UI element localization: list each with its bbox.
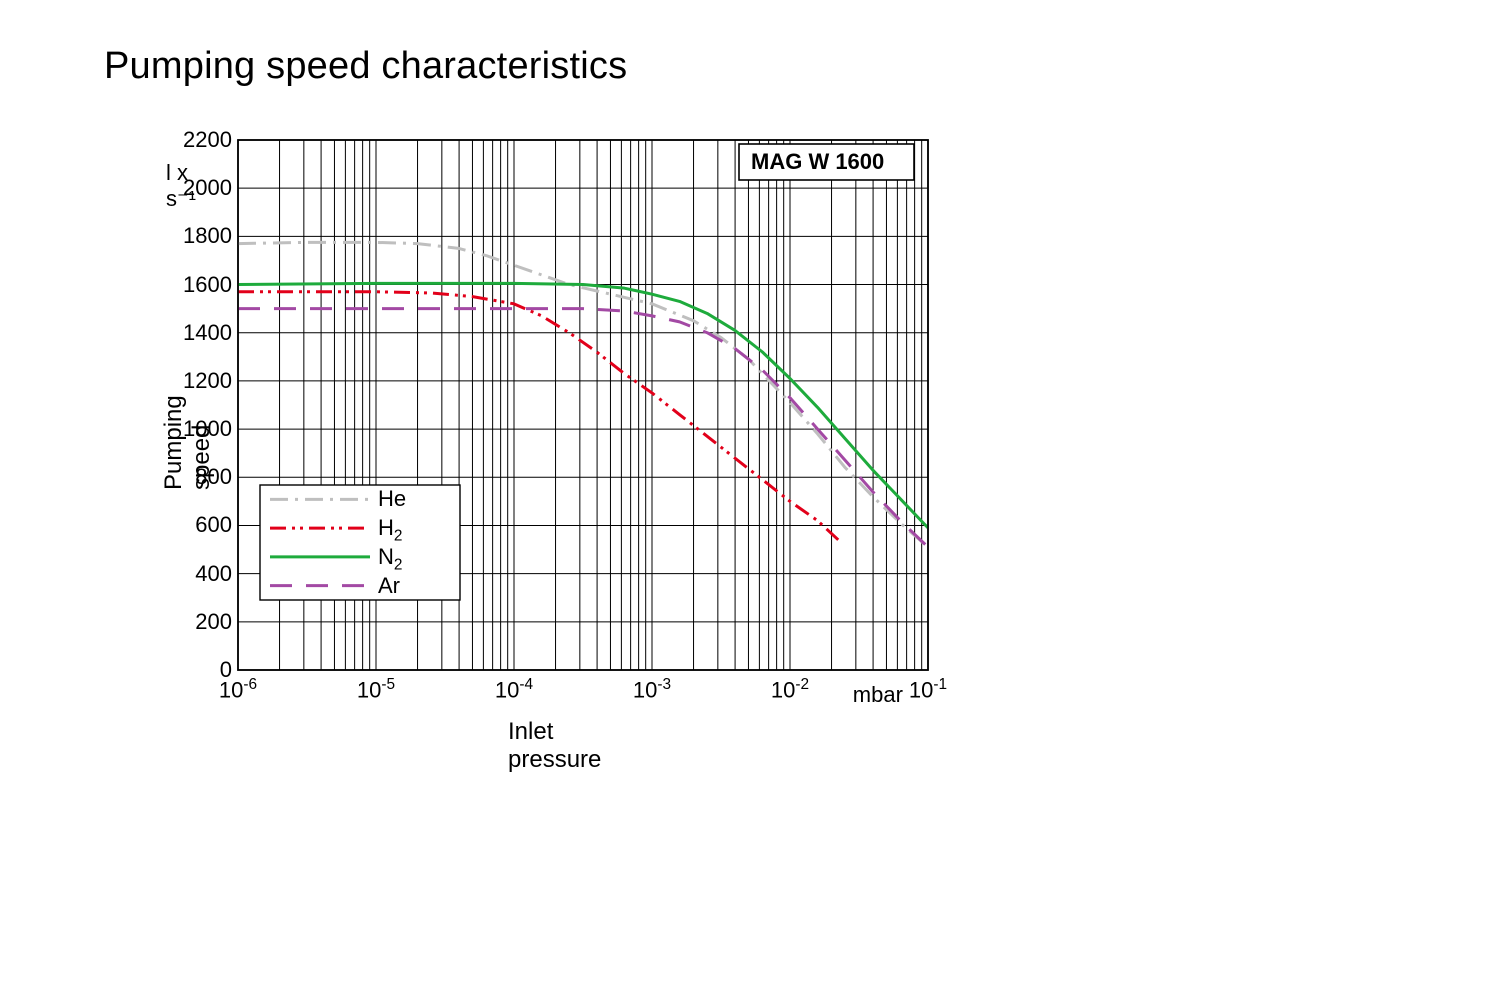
x-tick-label: 10-3 [617, 676, 687, 703]
y-tick-label: 1800 [172, 223, 232, 249]
x-tick-label: 10-4 [479, 676, 549, 703]
y-tick-label: 400 [172, 561, 232, 587]
x-tick-label: 10-6 [203, 676, 273, 703]
y-tick-label: 1000 [172, 416, 232, 442]
legend-label-n2: N2 [378, 544, 402, 574]
y-tick-label: 600 [172, 512, 232, 538]
legend-label-ar: Ar [378, 573, 400, 599]
y-tick-label: 200 [172, 609, 232, 635]
y-tick-label: 2000 [172, 175, 232, 201]
y-tick-label: 800 [172, 464, 232, 490]
chart-plot: MAG W 1600 [238, 140, 928, 670]
chart-title: Pumping speed characteristics [104, 45, 627, 88]
x-tick-label: 10-2 [755, 676, 825, 703]
legend-label-he: He [378, 486, 406, 512]
x-axis-title: Inlet pressure [508, 718, 601, 774]
x-axis-unit: mbar [853, 682, 903, 708]
y-tick-label: 1400 [172, 320, 232, 346]
x-tick-label: 10-5 [341, 676, 411, 703]
y-tick-label: 1200 [172, 368, 232, 394]
y-tick-label: 1600 [172, 272, 232, 298]
x-tick-label: 10-1 [893, 676, 963, 703]
model-label: MAG W 1600 [751, 149, 884, 174]
y-tick-label: 2200 [172, 127, 232, 153]
legend-label-h2: H2 [378, 515, 402, 545]
page-root: Pumping speed characteristics Pumping sp… [0, 0, 1504, 1006]
